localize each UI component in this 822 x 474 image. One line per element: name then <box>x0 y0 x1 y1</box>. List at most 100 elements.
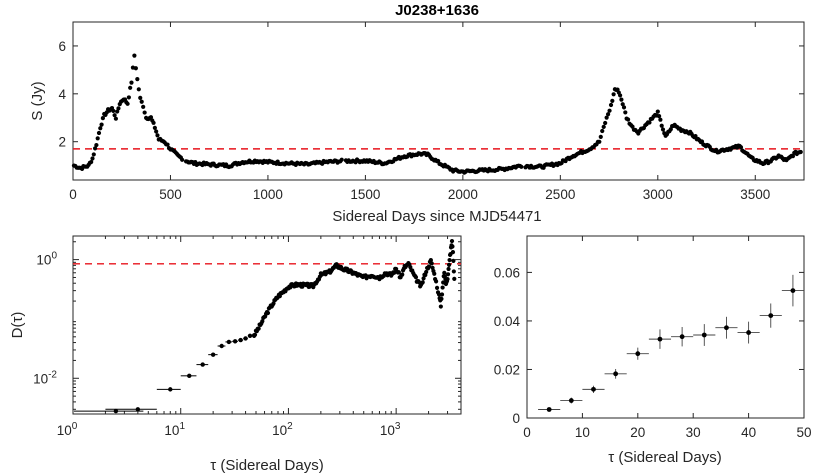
bl-data-point <box>445 272 451 277</box>
bl-data-point <box>439 292 445 297</box>
bl-data-point <box>168 387 173 392</box>
top-data-point <box>152 125 157 130</box>
top-data-point <box>90 156 95 161</box>
top-xtick-label: 500 <box>159 187 182 202</box>
top-data-point <box>619 97 624 102</box>
bl-data-point <box>452 276 457 281</box>
bl-data-point <box>420 280 425 285</box>
br-data-point <box>546 407 552 412</box>
top-data-point <box>165 142 170 147</box>
bl-data-point <box>226 339 232 345</box>
br-ytick-label: 0 <box>512 411 520 426</box>
top-data-point <box>647 120 652 125</box>
bl-xtick-label: 103 <box>380 421 401 438</box>
structure-function-log-panel: 100 101 102 103 10-2 100 τ (Sidereal Days) D(… <box>9 235 462 474</box>
top-data-point <box>630 124 635 129</box>
bl-data-point <box>447 257 452 263</box>
top-light-curve-panel: 0 500 1000 1500 2000 2500 3000 3500 2 4 6 Sidereal… <box>29 21 805 225</box>
bl-xtick-label: 102 <box>272 421 293 438</box>
br-data-point <box>635 351 641 357</box>
bl-data-points <box>73 238 457 414</box>
bl-data-point <box>433 279 439 284</box>
top-data-point <box>610 98 615 103</box>
bl-data-point <box>400 272 405 277</box>
bl-ylabel: D(τ) <box>9 312 26 339</box>
bl-ytick-label: 10-2 <box>33 369 57 386</box>
top-xtick-label: 1000 <box>253 187 283 202</box>
bl-data-point <box>252 332 258 337</box>
top-data-point <box>180 157 185 162</box>
bl-data-point <box>135 407 141 412</box>
top-data-point <box>115 109 120 114</box>
top-data-point <box>611 92 616 97</box>
top-data-point <box>798 149 803 155</box>
top-data-point <box>125 101 130 106</box>
top-xtick-label: 2500 <box>545 187 575 202</box>
top-data-point <box>597 139 602 144</box>
bl-data-point <box>436 292 442 297</box>
br-data-point <box>701 332 707 338</box>
br-data-points <box>538 274 804 412</box>
top-data-point <box>139 99 144 104</box>
top-ytick-label: 6 <box>58 39 66 54</box>
top-data-point <box>623 110 628 115</box>
bl-data-point <box>451 258 456 263</box>
top-data-point <box>100 115 105 121</box>
br-ytick-label: 0.06 <box>494 265 520 280</box>
top-data-point <box>98 126 103 131</box>
top-data-point <box>151 120 156 125</box>
br-xtick-label: 50 <box>796 425 811 440</box>
bl-data-point <box>429 261 434 266</box>
top-data-point <box>112 113 117 118</box>
top-xlabel: Sidereal Days since MJD54471 <box>332 208 541 225</box>
bl-xtick-label: 101 <box>164 421 185 438</box>
top-data-point <box>621 105 627 110</box>
br-data-point <box>568 398 574 403</box>
br-xtick-label: 0 <box>523 425 531 440</box>
br-xtick-label: 10 <box>575 425 590 440</box>
top-data-point <box>618 93 623 98</box>
bl-xlabel: τ (Sidereal Days) <box>210 457 323 474</box>
top-xtick-label: 3000 <box>643 187 673 202</box>
structure-function-linear-panel: 0 10 20 30 40 50 0 0.02 0.04 0.06 τ (Sidereal Day… <box>494 235 812 466</box>
bl-data-point <box>421 276 426 281</box>
top-data-point <box>601 124 606 129</box>
top-data-point <box>603 120 608 126</box>
top-axis-ticks: 0 500 1000 1500 2000 2500 3000 3500 2 4 6 <box>58 22 804 202</box>
top-data-point <box>339 157 344 162</box>
top-data-point <box>113 116 118 121</box>
br-data-point <box>591 386 596 392</box>
bl-data-point <box>450 250 456 255</box>
top-data-point <box>155 133 160 138</box>
br-ytick-label: 0.02 <box>494 362 520 377</box>
chart-title: J0238+1636 <box>395 2 479 19</box>
top-data-point <box>607 108 612 113</box>
br-axis-ticks: 0 10 20 30 40 50 0 0.02 0.04 0.06 <box>494 236 812 440</box>
bl-data-point <box>450 244 455 249</box>
top-data-point <box>790 154 796 159</box>
bl-data-point <box>256 326 261 331</box>
bl-data-point <box>210 352 216 357</box>
bl-data-point <box>446 266 451 272</box>
br-xtick-label: 40 <box>741 425 756 440</box>
top-data-point <box>625 117 631 122</box>
top-xtick-label: 2000 <box>448 187 478 202</box>
top-data-point <box>659 123 664 128</box>
bl-axis-ticks: 100 101 102 103 10-2 100 <box>33 236 462 438</box>
br-xtick-label: 20 <box>630 425 645 440</box>
bl-data-point <box>232 339 238 344</box>
bl-data-point <box>446 262 452 267</box>
top-data-point <box>598 134 603 139</box>
top-xtick-label: 0 <box>69 187 77 202</box>
top-data-point <box>99 122 104 127</box>
bl-data-point <box>187 373 192 379</box>
top-data-point <box>660 127 666 132</box>
top-data-point <box>604 115 609 120</box>
top-xtick-label: 3500 <box>740 187 770 202</box>
top-data-point <box>148 115 154 120</box>
top-data-point <box>135 77 140 82</box>
br-data-point <box>768 313 774 318</box>
top-data-point <box>620 102 625 107</box>
top-data-point <box>95 136 100 141</box>
bl-data-point <box>396 270 401 275</box>
